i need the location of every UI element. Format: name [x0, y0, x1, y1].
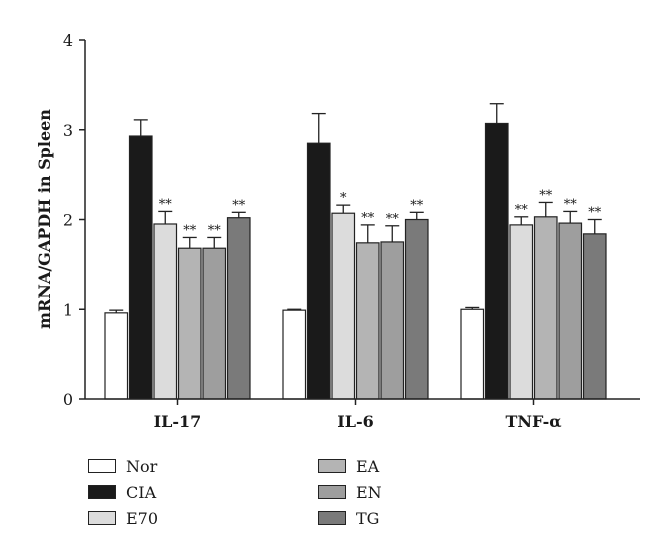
bar [177, 247, 202, 400]
legend-swatch [88, 511, 116, 525]
significance-label: ** [208, 223, 222, 238]
bar [226, 217, 251, 400]
bar [306, 142, 331, 400]
y-tick-label: 2 [63, 211, 73, 230]
bar [582, 233, 607, 400]
bar [380, 241, 405, 400]
legend-swatch [88, 485, 116, 499]
bar [104, 312, 129, 400]
legend-label: Nor [126, 456, 158, 476]
y-axis-label: mRNA/GAPDH in Spleen [35, 109, 54, 329]
bar [202, 247, 227, 400]
y-axis: 0 1 2 3 4 [63, 31, 86, 409]
bar [355, 242, 380, 400]
bar [460, 308, 485, 400]
x-tick-label: IL-6 [337, 412, 374, 431]
bar [282, 309, 307, 400]
significance-label: * [340, 191, 347, 206]
legend-item: EA [318, 456, 379, 476]
legend-label: EA [356, 456, 380, 476]
significance-label: ** [183, 223, 197, 238]
y-tick-label: 4 [63, 31, 73, 50]
bar [558, 222, 583, 400]
significance-label: ** [515, 203, 529, 218]
significance-label: ** [564, 197, 578, 212]
legend-item: Nor [88, 456, 157, 476]
significance-label: ** [410, 198, 424, 213]
legend-label: EN [356, 482, 382, 502]
bar [331, 212, 356, 400]
significance-label: ** [539, 188, 553, 203]
significance-label: ** [159, 197, 173, 212]
x-tick-label: IL-17 [154, 412, 202, 431]
legend: Nor CIA E70 EA EN TG [88, 452, 448, 542]
significance-label: ** [588, 206, 602, 221]
bar [533, 216, 558, 400]
bar [404, 218, 429, 400]
legend-item: E70 [88, 508, 158, 528]
legend-label: CIA [126, 482, 157, 502]
y-tick-label: 0 [63, 390, 73, 409]
legend-swatch [88, 459, 116, 473]
y-tick-label: 1 [63, 300, 73, 319]
bar [484, 122, 509, 400]
significance-label: ** [386, 212, 400, 227]
legend-item: EN [318, 482, 382, 502]
legend-item: TG [318, 508, 379, 528]
x-axis: IL-17 IL-6 TNF-α [85, 398, 640, 431]
legend-item: CIA [88, 482, 156, 502]
legend-swatch [318, 459, 346, 473]
legend-label: E70 [126, 508, 159, 528]
y-tick-label: 3 [63, 121, 73, 140]
legend-swatch [318, 511, 346, 525]
bar [128, 135, 153, 400]
legend-label: TG [356, 508, 380, 528]
bars: **** **** *** **** ******** [104, 103, 607, 400]
bar [509, 224, 534, 400]
bar [153, 223, 178, 400]
x-tick-label: TNF-α [505, 412, 561, 431]
legend-swatch [318, 485, 346, 499]
significance-label: ** [232, 198, 246, 213]
significance-label: ** [361, 211, 375, 226]
